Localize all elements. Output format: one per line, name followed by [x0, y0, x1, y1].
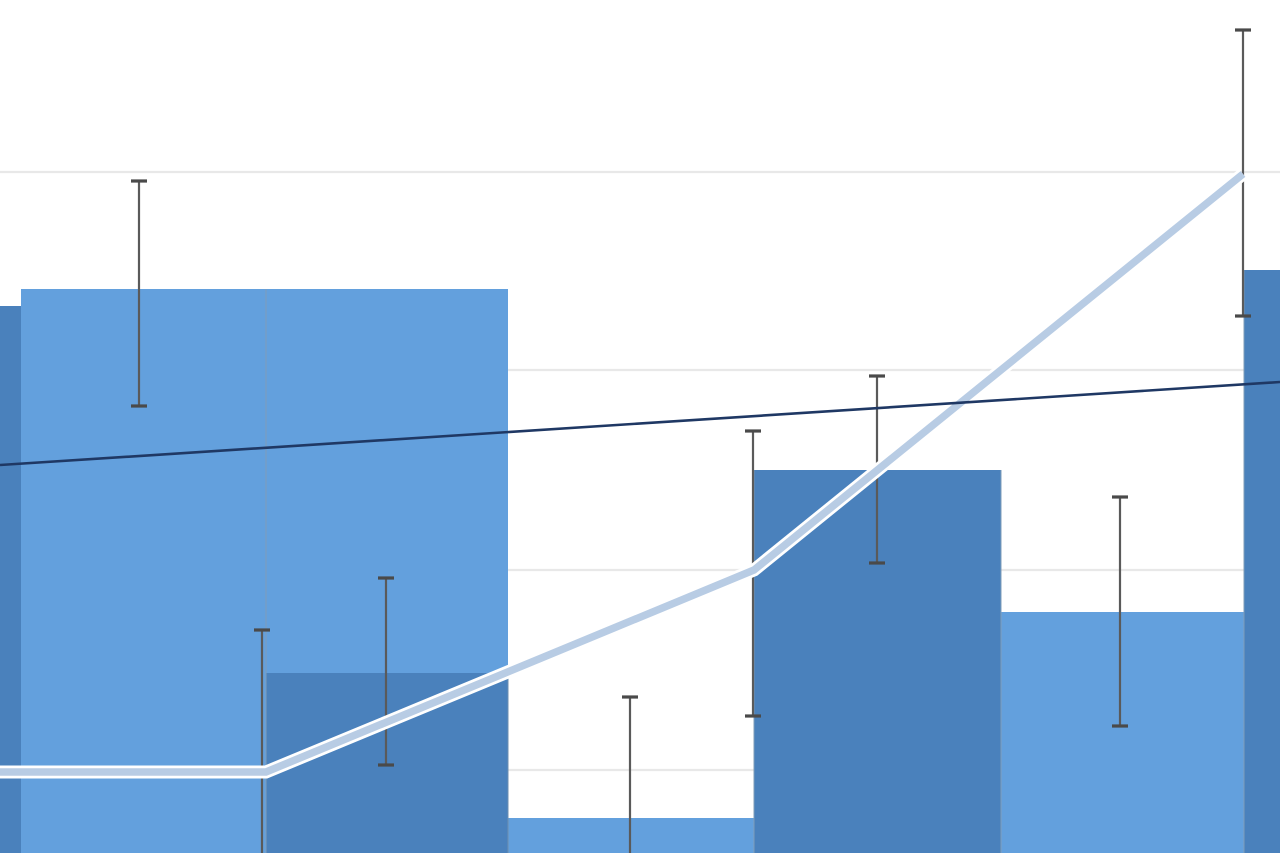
bar-dark-0[interactable] — [0, 306, 21, 853]
error-bar-6 — [1112, 495, 1128, 728]
error-bar-7 — [1235, 28, 1251, 318]
trend-line-thin[interactable] — [0, 380, 1280, 467]
bar-dark-3[interactable] — [1244, 270, 1280, 853]
bar-light-1[interactable] — [21, 289, 266, 853]
error-bar-3 — [622, 695, 638, 853]
error-bar-0 — [131, 179, 147, 408]
trend-line-thick[interactable] — [0, 168, 1248, 779]
error-bar-2 — [378, 576, 394, 767]
bar-light-5[interactable] — [1001, 612, 1244, 853]
error-bar-1 — [254, 628, 270, 853]
